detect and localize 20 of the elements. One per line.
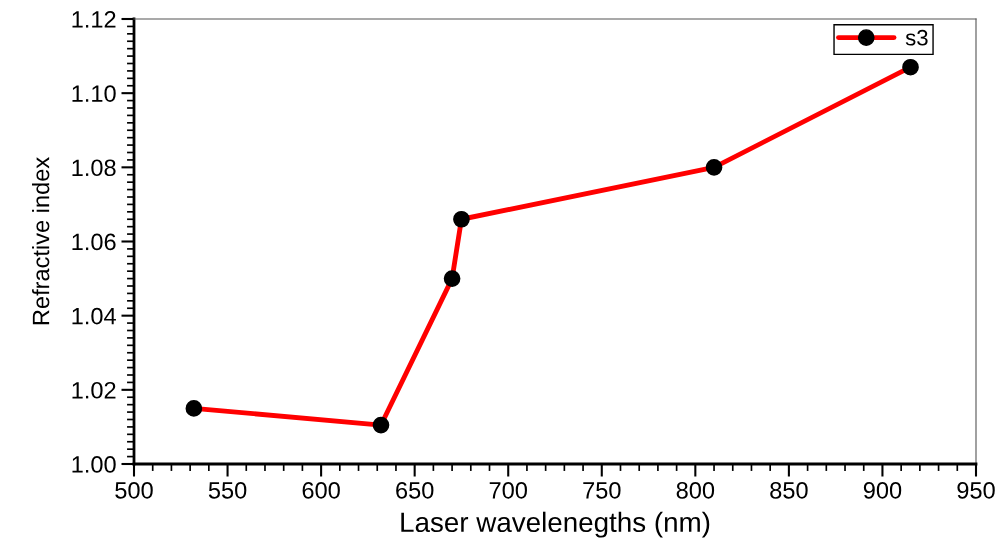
- x-tick-label: 650: [396, 481, 434, 499]
- y-tick-label: 1.06: [72, 233, 116, 251]
- y-axis-title: Refractive index: [32, 157, 50, 325]
- x-tick-label: 600: [302, 481, 340, 499]
- y-tick-label: 1.10: [72, 85, 116, 102]
- y-tick-label: 1.12: [72, 11, 116, 28]
- y-tick-label: 1.00: [72, 456, 116, 473]
- y-tick-label: 1.08: [72, 159, 116, 177]
- x-tick-label: 950: [957, 481, 995, 499]
- x-tick-label: 850: [770, 481, 808, 499]
- x-tick-label: 800: [676, 481, 715, 499]
- x-axis-title: Laser wavelenegths (nm): [401, 511, 710, 538]
- legend-label: s3: [905, 29, 928, 46]
- x-tick-label: 500: [115, 481, 153, 499]
- x-tick-label: 700: [489, 481, 527, 499]
- y-tick-label: 1.02: [72, 381, 116, 399]
- x-tick-label: 900: [863, 481, 902, 499]
- y-tick-label: 1.04: [72, 307, 116, 325]
- x-tick-label: 550: [208, 481, 247, 499]
- x-tick-label: 750: [583, 481, 621, 499]
